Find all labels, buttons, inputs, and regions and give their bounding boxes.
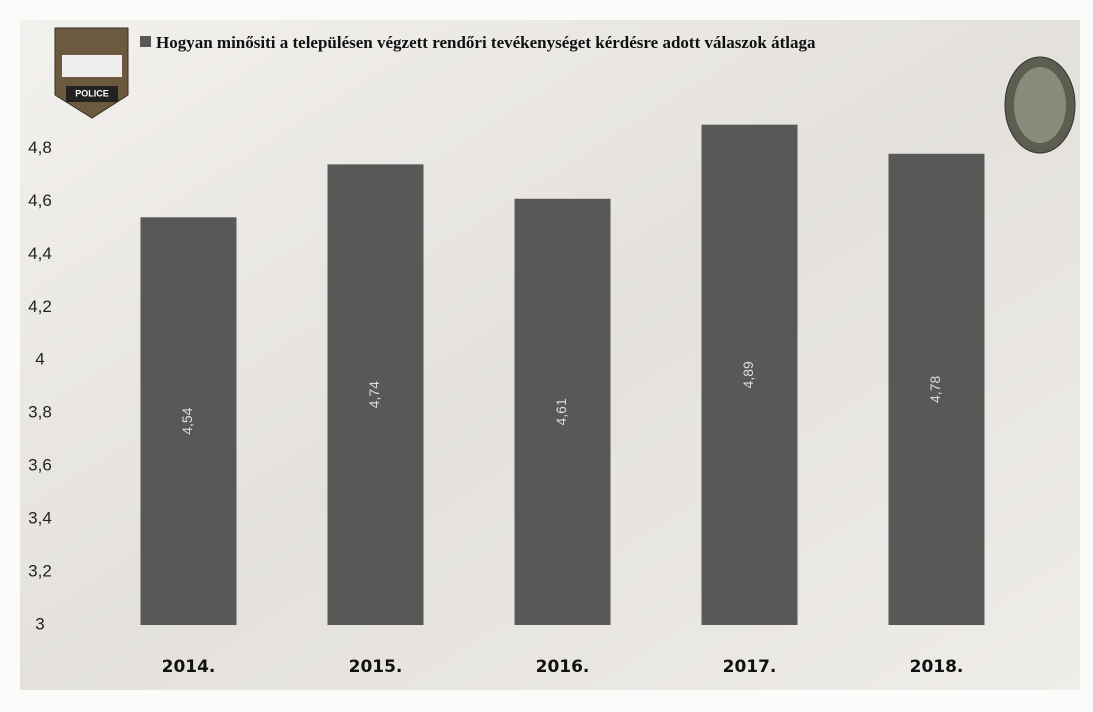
bar xyxy=(327,164,424,625)
data-label: 4,89 xyxy=(740,361,756,388)
bar xyxy=(888,153,985,625)
y-tick-label: 4,2 xyxy=(28,297,52,316)
data-label: 4,78 xyxy=(927,376,943,403)
x-tick-label: 2016. xyxy=(536,657,590,677)
y-tick-label: 4 xyxy=(35,350,44,369)
bar xyxy=(701,124,798,625)
y-tick-label: 3,6 xyxy=(28,456,52,475)
logo-left: POLICE xyxy=(54,27,129,119)
x-tick-label: 2018. xyxy=(910,657,964,677)
y-tick-label: 3 xyxy=(35,614,44,633)
data-label: 4,74 xyxy=(366,381,382,408)
x-tick-label: 2014. xyxy=(162,657,216,677)
y-tick-label: 3,4 xyxy=(28,509,52,528)
bar xyxy=(514,198,611,625)
legend-swatch xyxy=(140,36,151,47)
logo-right xyxy=(1004,56,1076,154)
y-tick-label: 4,4 xyxy=(28,244,52,263)
bar xyxy=(140,217,237,625)
x-tick-label: 2017. xyxy=(723,657,777,677)
x-tick-label: 2015. xyxy=(349,657,403,677)
data-label: 4,54 xyxy=(179,407,195,434)
y-tick-label: 3,2 xyxy=(28,562,52,581)
y-tick-label: 3,8 xyxy=(28,403,52,422)
legend-label: Hogyan minősiti a településen végzett re… xyxy=(156,33,816,52)
y-tick-label: 4,8 xyxy=(28,138,52,157)
y-tick-label: 4,6 xyxy=(28,191,52,210)
data-label: 4,61 xyxy=(553,398,569,425)
logo-text: POLICE xyxy=(75,88,109,98)
